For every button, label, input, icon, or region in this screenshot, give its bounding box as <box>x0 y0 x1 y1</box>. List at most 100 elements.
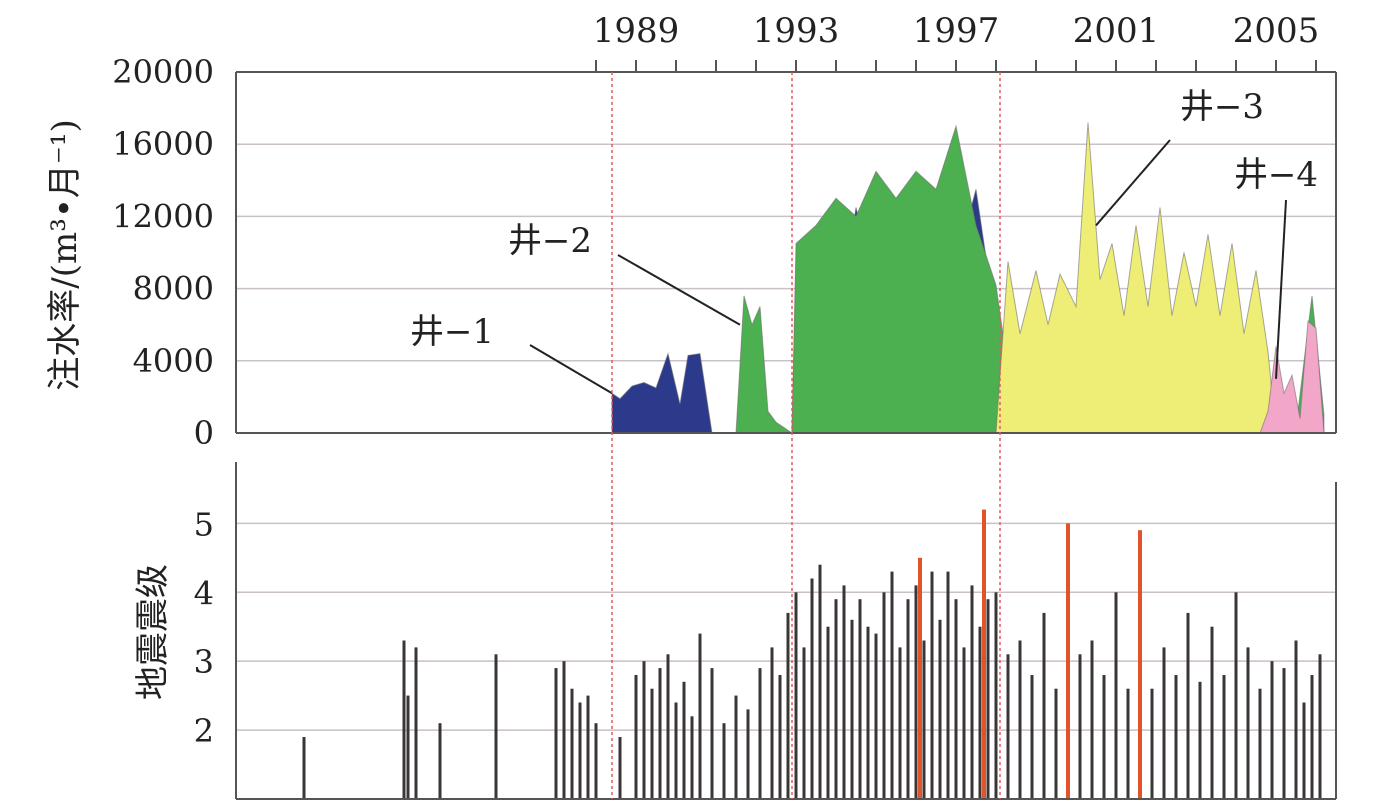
magnitude-bar <box>866 626 870 799</box>
magnitude-grid <box>236 522 1336 731</box>
magnitude-y-axis-title: 地震震级 <box>133 564 173 700</box>
magnitude-bar <box>1318 654 1322 799</box>
magnitude-y-tick-label: 4 <box>194 574 214 612</box>
magnitude-bar <box>1090 640 1094 799</box>
year-tick-label: 1997 <box>913 11 1000 51</box>
magnitude-bar <box>1126 688 1130 799</box>
magnitude-bar <box>1270 661 1274 799</box>
area-series-井−3 <box>995 122 1277 434</box>
injection-y-tick-label: 16000 <box>112 125 214 163</box>
magnitude-bar <box>922 640 926 799</box>
magnitude-y-tick-label: 5 <box>194 505 214 543</box>
magnitude-bar <box>666 654 670 799</box>
magnitude-bar <box>938 619 942 799</box>
injection-y-tick-label: 8000 <box>133 270 214 308</box>
magnitude-bar <box>858 599 862 799</box>
magnitude-bar <box>1198 681 1202 799</box>
magnitude-bar <box>682 681 686 799</box>
injection-y-tick-label: 0 <box>194 414 214 452</box>
magnitude-bar <box>570 688 574 799</box>
leader-line-井−4 <box>1275 199 1287 379</box>
magnitude-bar <box>414 647 418 799</box>
magnitude-bar <box>690 716 694 799</box>
magnitude-bar <box>1246 647 1250 799</box>
magnitude-bar <box>818 564 822 799</box>
year-x-ticks: 1989 1993 1997 2001 2005 <box>593 11 1319 72</box>
magnitude-bar <box>734 695 738 799</box>
magnitude-bar <box>1054 688 1058 799</box>
magnitude-bar <box>1150 688 1154 799</box>
magnitude-bar <box>946 571 950 799</box>
magnitude-bar <box>1258 688 1262 799</box>
magnitude-bar <box>986 599 990 799</box>
magnitude-bar <box>1018 640 1022 799</box>
large-event-bar <box>1138 530 1142 799</box>
year-tick-label: 1989 <box>593 11 680 51</box>
magnitude-bar <box>994 592 998 799</box>
magnitude-bar <box>1042 612 1046 799</box>
magnitude-bar <box>1174 675 1178 799</box>
magnitude-bar <box>1210 626 1214 799</box>
magnitude-bar <box>906 599 910 799</box>
magnitude-bar <box>770 647 774 799</box>
leader-line-井−1 <box>529 344 613 395</box>
magnitude-bar <box>618 737 622 799</box>
magnitude-bar <box>722 723 726 799</box>
magnitude-bar <box>746 709 750 799</box>
magnitude-axes <box>235 462 1337 800</box>
magnitude-bar <box>642 661 646 799</box>
magnitude-bar <box>1162 647 1166 799</box>
magnitude-bar <box>674 702 678 799</box>
magnitude-bar <box>562 661 566 799</box>
magnitude-bar <box>962 647 966 799</box>
magnitude-bar <box>1102 675 1106 799</box>
magnitude-bar <box>914 585 918 799</box>
magnitude-bar <box>1114 592 1118 799</box>
injection-y-tick-label: 12000 <box>112 197 214 235</box>
large-event-bar <box>1066 523 1070 799</box>
leader-line-井−2 <box>617 254 741 326</box>
magnitude-bar <box>970 585 974 799</box>
magnitude-bar <box>1310 675 1314 799</box>
magnitude-bar <box>802 647 806 799</box>
magnitude-bar <box>930 571 934 799</box>
magnitude-bar <box>1186 612 1190 799</box>
magnitude-bar <box>650 688 654 799</box>
large-event-bar <box>982 509 986 799</box>
magnitude-bar <box>1294 640 1298 799</box>
magnitude-bar <box>402 640 406 799</box>
magnitude-bar <box>594 723 598 799</box>
magnitude-bar <box>494 654 498 799</box>
magnitude-bar <box>1282 668 1286 799</box>
magnitude-panel: 2 3 4 5 地震震级 <box>133 462 1337 800</box>
magnitude-bar <box>778 675 782 799</box>
magnitude-bar <box>786 612 790 799</box>
magnitude-y-tick-label: 2 <box>194 712 214 750</box>
injection-y-tick-label: 4000 <box>133 342 214 380</box>
magnitude-bar <box>882 592 886 799</box>
magnitude-bar <box>758 668 762 799</box>
magnitude-bar <box>1222 675 1226 799</box>
large-event-bar <box>918 557 922 799</box>
magnitude-bar <box>578 702 582 799</box>
magnitude-y-ticks: 2 3 4 5 <box>194 505 214 750</box>
injection-y-tick-label: 20000 <box>112 53 214 91</box>
magnitude-bar <box>438 723 442 799</box>
well-label-井−2: 井−2 <box>508 221 592 261</box>
magnitude-bar <box>586 695 590 799</box>
magnitude-bar <box>658 668 662 799</box>
well-label-井−1: 井−1 <box>410 312 494 352</box>
magnitude-bar <box>794 592 798 799</box>
magnitude-bars <box>302 509 1322 799</box>
year-tick-label: 1993 <box>753 11 840 51</box>
magnitude-bar <box>810 578 814 799</box>
magnitude-bar <box>874 633 878 799</box>
magnitude-bar <box>554 668 558 799</box>
magnitude-bar <box>842 585 846 799</box>
magnitude-bar <box>406 695 410 799</box>
leader-line-井−3 <box>1095 139 1171 227</box>
well-label-leaders <box>529 139 1287 395</box>
magnitude-bar <box>634 675 638 799</box>
magnitude-bar <box>1234 592 1238 799</box>
